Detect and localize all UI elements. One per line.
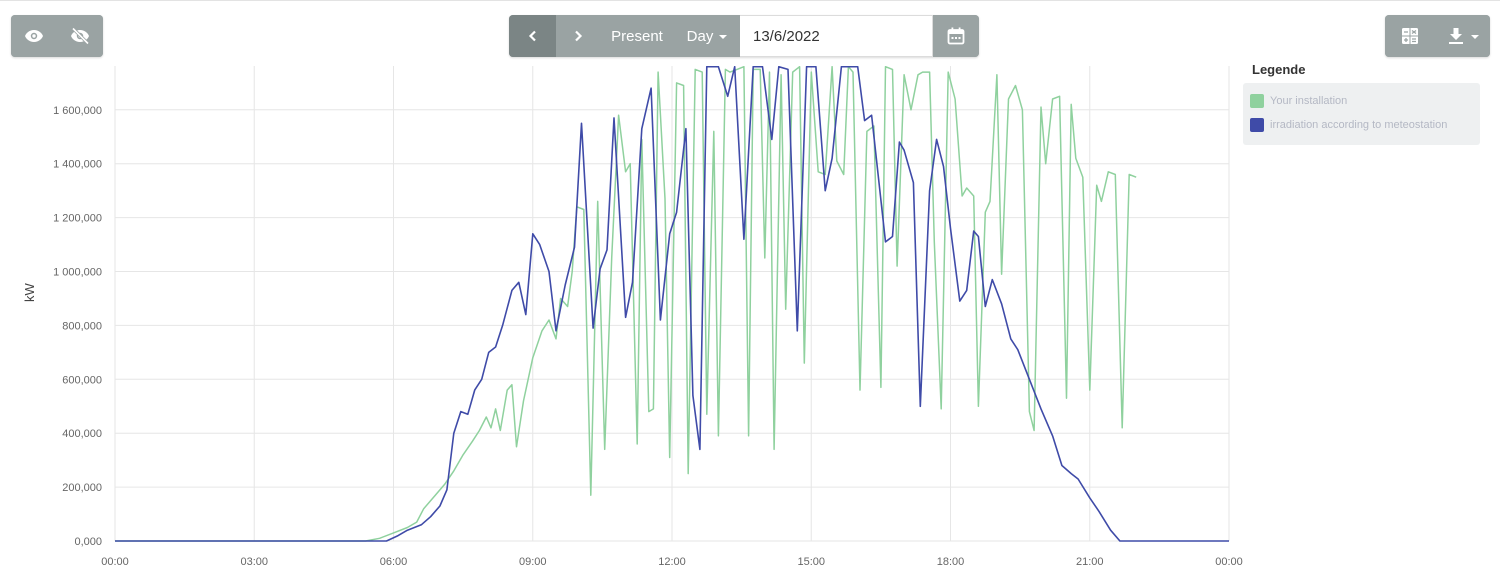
period-select-dropdown[interactable]: Day (674, 15, 740, 57)
caret-down-icon (1470, 35, 1479, 39)
legend-swatch-installation (1250, 94, 1264, 108)
tools-button-group (1385, 15, 1490, 57)
y-tick-label: 1 600,000 (53, 105, 102, 117)
x-axis-ticks: 00:00 03:00 06:00 09:00 12:00 15:00 18:00 21:00… (101, 556, 1243, 568)
y-tick-label: 1 400,000 (53, 159, 102, 171)
y-tick-label: 200,000 (62, 482, 102, 494)
legend-title: Legende (1252, 62, 1306, 77)
caret-down-icon (719, 35, 728, 39)
eye-slash-icon (69, 27, 91, 45)
series-irradiation-line (115, 66, 1229, 542)
date-input[interactable] (740, 15, 933, 57)
x-tick-label: 21:00 (1076, 556, 1104, 568)
previous-period-button[interactable] (509, 15, 556, 57)
legend-label: irradiation according to meteostation (1270, 119, 1448, 131)
x-tick-label: 15:00 (797, 556, 825, 568)
x-tick-label: 09:00 (519, 556, 547, 568)
x-tick-label: 03:00 (240, 556, 268, 568)
legend-item-irradiation[interactable]: irradiation according to meteostation (1250, 113, 1480, 137)
x-tick-label: 00:00 (101, 556, 129, 568)
present-button[interactable]: Present (600, 15, 674, 57)
y-tick-label: 800,000 (62, 320, 102, 332)
calendar-icon (947, 27, 965, 45)
y-tick-label: 1 000,000 (53, 267, 102, 279)
chevron-right-icon (573, 30, 583, 42)
present-label: Present (611, 27, 663, 45)
series-your-installation-line (115, 66, 1137, 542)
download-icon (1447, 27, 1465, 45)
x-tick-label: 00:00 (1215, 556, 1243, 568)
date-navigation-group: Present Day (509, 15, 979, 57)
eye-icon (24, 29, 44, 43)
legend-items: Your installation irradiation according … (1243, 83, 1480, 145)
visibility-button-group (11, 15, 103, 57)
period-label: Day (686, 27, 714, 45)
calculator-icon (1401, 27, 1419, 45)
hide-all-button[interactable] (57, 15, 103, 57)
legend-label: Your installation (1270, 95, 1348, 107)
x-tick-label: 12:00 (658, 556, 686, 568)
y-tick-label: 400,000 (62, 428, 102, 440)
download-dropdown-button[interactable] (1435, 15, 1490, 57)
x-tick-label: 18:00 (937, 556, 965, 568)
chevron-left-icon (528, 30, 538, 42)
legend-swatch-irradiation (1250, 118, 1264, 132)
y-tick-label: 600,000 (62, 374, 102, 386)
next-period-button[interactable] (556, 15, 600, 57)
calculator-button[interactable] (1385, 15, 1435, 57)
legend-item-your-installation[interactable]: Your installation (1250, 89, 1480, 113)
show-all-button[interactable] (11, 15, 57, 57)
calendar-button[interactable] (933, 15, 979, 57)
x-tick-label: 06:00 (380, 556, 408, 568)
y-tick-label: 0,000 (74, 536, 102, 548)
chart-legend: Legende Your installation irradiation ac… (1243, 60, 1480, 145)
top-border (0, 0, 1500, 1)
y-axis-ticks: 0,000 200,000 400,000 600,000 800,000 1 000,0… (53, 105, 102, 548)
y-tick-label: 1 200,000 (53, 213, 102, 225)
